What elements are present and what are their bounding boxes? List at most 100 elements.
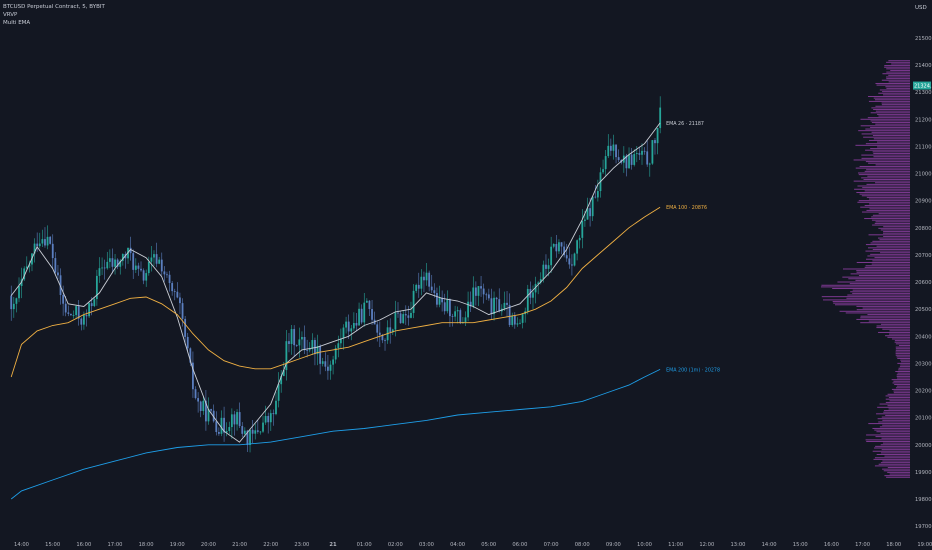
candle-body <box>64 303 67 313</box>
vrvp-bar <box>884 455 910 457</box>
vrvp-bar <box>891 63 910 65</box>
vrvp-bar <box>877 418 910 420</box>
vrvp-bar <box>862 187 910 189</box>
symbol-title[interactable]: BTCUSD Perpetual Contract, 5, BYBIT <box>3 4 105 10</box>
vrvp-bar <box>889 473 910 475</box>
vrvp-bar <box>898 367 910 369</box>
vrvp-bar <box>893 390 910 392</box>
candle-body <box>596 191 599 198</box>
vrvp-bar <box>874 257 910 259</box>
vrvp-bar <box>839 310 910 312</box>
vrvp-bar <box>891 338 910 340</box>
candle-body <box>220 417 223 434</box>
candle-body <box>140 268 142 271</box>
candle-body <box>197 398 200 402</box>
vrvp-bar <box>823 299 910 301</box>
candle-body <box>38 243 41 247</box>
ema-line-1 <box>10 122 661 443</box>
candle-body <box>59 275 62 295</box>
candle-body <box>594 196 597 198</box>
candle-body <box>308 349 311 351</box>
vrvp-bar <box>855 167 910 169</box>
vrvp-bar <box>888 81 910 83</box>
vrvp-bar <box>878 463 910 465</box>
vrvp-bar <box>864 218 910 220</box>
vrvp-bar <box>861 177 910 179</box>
y-tick-label: 20900.0 <box>915 199 932 205</box>
ema-label-1: EMA 26 · 21187 <box>666 121 704 127</box>
vrvp-bar <box>888 397 910 399</box>
vrvp-bar <box>866 196 910 198</box>
vrvp-bar <box>857 201 910 203</box>
candle-body <box>630 154 633 165</box>
vrvp-bar <box>869 203 910 205</box>
vrvp-bar <box>878 331 910 333</box>
candle-body <box>368 300 371 310</box>
candle-body <box>659 107 662 129</box>
vrvp-bar <box>881 104 910 106</box>
x-tick-label: 22:00 <box>263 542 278 548</box>
vrvp-bar <box>861 157 910 159</box>
candle-body <box>88 303 90 317</box>
vrvp-bar <box>887 471 910 473</box>
vrvp-bar <box>874 429 910 431</box>
indicator-multi-ema-label[interactable]: Multi EMA <box>3 20 31 26</box>
candle-body <box>547 265 550 269</box>
candle-body <box>430 286 433 291</box>
candle-body <box>202 400 205 412</box>
vrvp-bar <box>882 468 910 470</box>
candle-body <box>474 287 477 296</box>
vrvp-bar <box>895 349 910 351</box>
x-tick-label: 01:00 <box>357 542 372 548</box>
vrvp-bar <box>877 406 910 408</box>
vrvp-bar <box>874 99 910 101</box>
candle-body <box>75 306 78 316</box>
candle-body <box>12 303 15 310</box>
y-tick-label: 21100.0 <box>915 144 932 150</box>
vrvp-bar <box>878 92 910 94</box>
vrvp-bar <box>875 105 910 107</box>
candle-body <box>571 264 573 266</box>
price-tag <box>913 81 931 90</box>
indicator-vrvp-label[interactable]: VRVP <box>3 12 18 18</box>
candle-body <box>355 323 358 326</box>
candle-body <box>412 290 415 313</box>
candle-body <box>95 275 98 300</box>
candle-body <box>542 264 545 280</box>
vrvp-bar <box>886 71 910 73</box>
vrvp-bar <box>879 89 910 91</box>
vrvp-bar <box>882 460 910 462</box>
x-tick-label: 19:00 <box>917 542 932 548</box>
x-tick-label: 14:00 <box>14 542 29 548</box>
candle-body <box>106 261 109 269</box>
candle-body <box>498 299 501 312</box>
candle-body <box>150 257 153 262</box>
candle-body <box>576 240 579 254</box>
vrvp-bar <box>877 113 910 115</box>
vrvp-bar <box>885 401 910 403</box>
candle-body <box>578 237 581 241</box>
x-tick-label: 05:00 <box>481 542 496 548</box>
vrvp-bar <box>872 151 910 153</box>
candle-body <box>316 345 319 355</box>
candle-body <box>290 329 293 344</box>
candle-body <box>301 337 303 340</box>
vrvp-bar <box>871 107 910 109</box>
candle-body <box>205 400 207 422</box>
vrvp-bar <box>866 434 910 436</box>
vrvp-bar <box>858 172 910 174</box>
vrvp-bar <box>882 424 910 426</box>
vrvp-bar <box>875 221 910 223</box>
vrvp-bar <box>872 224 910 226</box>
candle-body <box>485 294 488 296</box>
vrvp-bar <box>897 357 910 359</box>
vrvp-bar <box>871 219 910 221</box>
candle-body <box>228 427 231 431</box>
candle-body <box>555 244 558 252</box>
candle-body <box>402 314 405 324</box>
vrvp-bar <box>882 91 910 93</box>
vrvp-bar <box>880 452 910 454</box>
candle-body <box>586 208 589 220</box>
vrvp-bar <box>895 346 910 348</box>
